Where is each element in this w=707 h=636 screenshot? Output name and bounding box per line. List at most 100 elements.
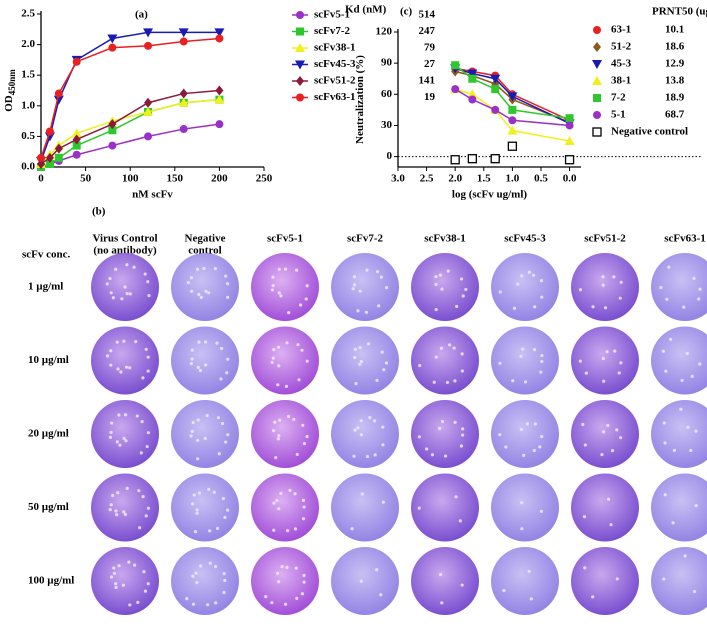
legend-title: Kd (nM) [345, 4, 387, 16]
plaque-spot [304, 297, 308, 301]
plaque-spot [671, 521, 675, 525]
plaque-spot [358, 346, 362, 350]
plaque-spot [532, 347, 537, 352]
plaque-spot [117, 413, 121, 417]
plaque-spot [375, 378, 379, 383]
plaque-spot [221, 496, 225, 501]
series-line [40, 98, 220, 168]
point [37, 158, 45, 169]
plaque-spot [286, 414, 291, 419]
plaque-spot [272, 501, 276, 505]
plaque-spot [125, 291, 129, 296]
point [143, 28, 154, 38]
plaque-spot [213, 267, 217, 271]
plaque-spot [141, 376, 145, 380]
point [467, 69, 478, 79]
plaque-spot [213, 565, 218, 569]
plaque-spot [275, 571, 280, 575]
plaque-spot [662, 577, 666, 581]
plaque-spot [191, 420, 195, 425]
plaque-spot [606, 497, 611, 501]
plaque-spot [114, 267, 118, 271]
plaque-spot [439, 346, 444, 350]
plaque-spot [293, 527, 298, 531]
plaque-spot [208, 561, 212, 565]
plaque-spot [222, 590, 226, 595]
legend-label: 38-1 [611, 75, 631, 87]
x-axis-label: log (scFv ug/ml) [452, 189, 527, 201]
y-axis-label-main: OD [3, 95, 15, 112]
plaque-spot [277, 434, 281, 438]
series-line [40, 37, 220, 159]
plaque-spot [698, 362, 702, 366]
plaque-spot [195, 511, 199, 515]
point [508, 116, 517, 125]
plaque-spot [279, 294, 283, 298]
point [507, 125, 518, 135]
x-tick-label: 1.5 [477, 173, 491, 185]
plaque-spot [279, 491, 283, 495]
plaque-spot [136, 600, 140, 604]
plaque-spot [446, 269, 450, 273]
legend-label: scFv63-1 [314, 91, 356, 103]
plaque-spot [600, 452, 604, 457]
plaque-spot [117, 564, 121, 568]
point [108, 141, 117, 150]
plaque-spot [295, 596, 299, 600]
plaque-spot [109, 349, 113, 353]
plaque-spot [379, 593, 383, 597]
plaque-spot [226, 433, 230, 437]
plaque-spot [140, 420, 144, 424]
plaque-spot [364, 310, 369, 314]
legend-marker [592, 60, 602, 69]
column-header: scFv63-1 [664, 233, 706, 245]
plaque-spot [437, 426, 442, 430]
plaque-spot [198, 368, 203, 373]
plaque-spot [540, 359, 544, 364]
y-tick-label: 120 [376, 26, 393, 38]
plaque-spot [591, 595, 595, 599]
series-line [40, 123, 220, 168]
plaque-spot [375, 270, 380, 274]
plaque-spot [285, 341, 289, 345]
plaque-spot [110, 421, 114, 425]
plaque-spot [539, 509, 543, 513]
plaque-spot [128, 292, 132, 296]
plaque-spot [540, 295, 544, 299]
plaque-spot [434, 307, 438, 312]
plaque-spot [112, 571, 117, 575]
plaque-spot [356, 309, 360, 313]
point [179, 88, 188, 99]
point [215, 34, 224, 43]
plaque-spot [186, 281, 190, 285]
plaque-spot [277, 507, 281, 511]
plaque-spot [618, 436, 623, 440]
plaque-spot [114, 582, 118, 586]
plaque-well [171, 253, 239, 321]
plaque-well [251, 326, 319, 395]
plaque-spot [108, 508, 112, 512]
plaque-well [331, 253, 399, 321]
plaque-spot [350, 527, 354, 531]
plaque-spot [353, 347, 357, 351]
point [108, 126, 117, 135]
plaque-spot [274, 455, 278, 460]
plaque-spot [672, 448, 677, 452]
plaque-spot [425, 447, 429, 451]
plaque-spot [352, 454, 356, 458]
plaque-spot [138, 526, 142, 530]
plaque-spot [208, 529, 212, 533]
plaque-spot [434, 355, 438, 359]
legend-label: scFv51-2 [314, 75, 356, 87]
plaque-spot [692, 589, 697, 594]
plaque-spot [354, 381, 358, 386]
plaque-spot [189, 434, 193, 438]
plaque-spot [194, 571, 198, 575]
plaque-spot [377, 304, 381, 308]
plaque-spot [215, 341, 219, 345]
row-label: 1 µg/ml [28, 281, 63, 293]
y-tick-label: 90 [381, 57, 393, 69]
plaque-spot [521, 347, 525, 351]
plaque-spot [358, 362, 362, 366]
plaque-spot [685, 351, 689, 356]
